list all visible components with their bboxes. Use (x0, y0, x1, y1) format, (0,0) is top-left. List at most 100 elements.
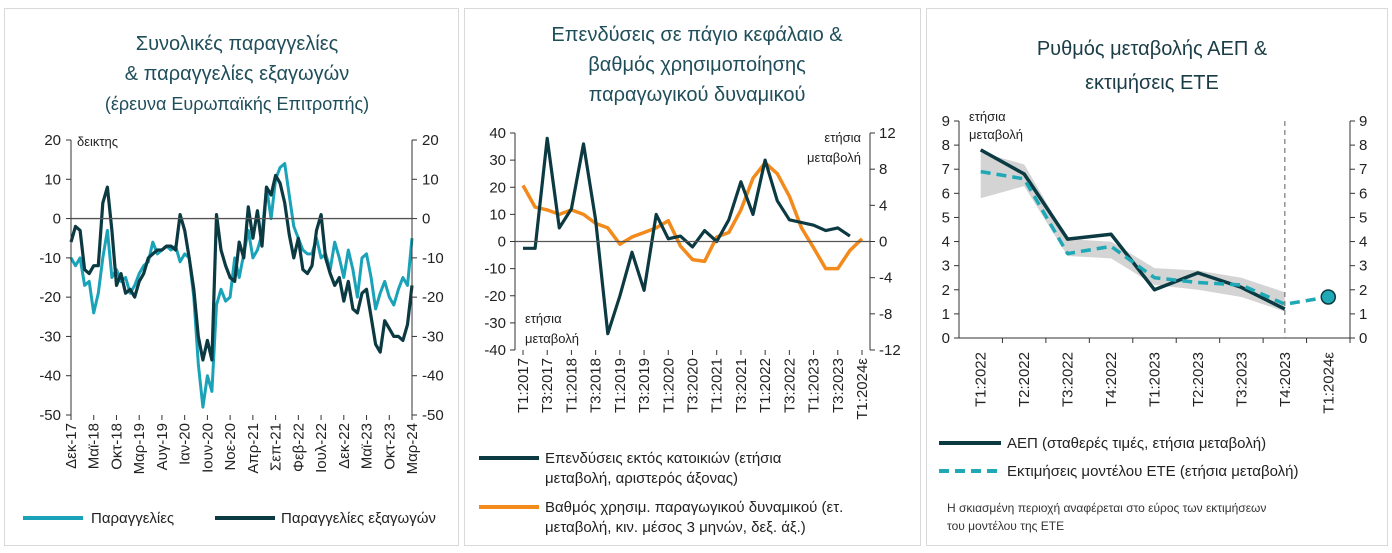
x-tick-label: Τ3:2020 (685, 358, 702, 413)
x-tick-label: Μαρ-19 (131, 423, 148, 474)
chart-title-line-3: (έρευνα Ευρωπαϊκής Επιτροπής) (105, 94, 369, 114)
legend-label-investment-line-2: μεταβολή, αριστερός άξονας) (545, 470, 738, 487)
left-tick-label: -40 (39, 368, 61, 385)
left-tick-label: 10 (44, 171, 61, 188)
x-tick-label: Φεβ-22 (290, 423, 307, 472)
footnote-line-1: Η σκιασμένη περιοχή αναφέρεται στο εύρος… (947, 501, 1266, 515)
footnote-line-2: του μοντέλου της ΕΤΕ (947, 519, 1064, 533)
left-tick-label: 7 (942, 161, 950, 178)
right-tick-label: 4 (879, 197, 887, 214)
x-tick-label: Τ1:2024ε (854, 358, 871, 420)
right-tick-label: -20 (422, 289, 444, 306)
x-tick-label: Δεκ-17 (63, 423, 80, 469)
x-tick-label: Τ1:2021 (709, 358, 726, 413)
x-tick-label: Μαρ-24 (404, 423, 421, 474)
gdp-chart: Ρυθμός μεταβολής ΑΕΠ & εκτιμήσεις ΕΤΕ ετ… (939, 38, 1367, 533)
x-tick-label: Ιουλ-22 (313, 423, 330, 473)
left-tick-label: 10 (489, 206, 506, 223)
left-tick-label: 0 (498, 234, 506, 251)
right-tick-label: -12 (879, 342, 901, 359)
x-tick-label: Τ3:2022 (1060, 352, 1077, 407)
right-tick-label: -4 (879, 270, 892, 287)
investment-panel: Επενδύσεις σε πάγιο κεφάλαιο & βαθμός χρ… (464, 8, 921, 546)
x-tick-label: Τ2:2022 (1016, 352, 1033, 407)
left-tick-label: -20 (484, 288, 506, 305)
left-axis-label-line-2: μεταβολή (969, 127, 1023, 142)
chart-title-line-2: βαθμός χρησιμοποίησης (588, 54, 806, 76)
x-tick-label: Τ1:2017 (515, 358, 532, 413)
x-tick-label: Μαϊ-18 (86, 423, 103, 469)
x-tick-label: Τ4:2023 (1277, 352, 1294, 407)
left-tick-label: 3 (942, 258, 950, 275)
left-tick-label: 4 (942, 234, 950, 251)
left-tick-label: 1 (942, 306, 950, 323)
x-tick-label: Απρ-21 (245, 423, 262, 474)
x-tick-label: Τ3:2018 (588, 358, 605, 413)
right-tick-label: 20 (422, 132, 439, 149)
right-tick-label: 4 (1359, 234, 1367, 251)
left-tick-label: -20 (39, 289, 61, 306)
left-tick-label: 0 (53, 211, 61, 228)
left-axis-label: δεικτης (77, 134, 118, 149)
x-tick-label: Τ1:2022 (757, 358, 774, 413)
x-tick-label: Τ1:2020 (660, 358, 677, 413)
right-tick-label: 8 (879, 161, 887, 178)
x-tick-label: Τ1:2023 (1147, 352, 1164, 407)
chart-title-line-1: Συνολικές παραγγελίες (136, 33, 339, 55)
x-tick-label: Οκτ-18 (108, 423, 125, 470)
investment-chart: Επενδύσεις σε πάγιο κεφάλαιο & βαθμός χρ… (479, 24, 901, 536)
x-tick-label: Τ3:2019 (636, 358, 653, 413)
left-tick-label: 2 (942, 282, 950, 299)
investment-line (523, 136, 851, 336)
left-tick-label: 6 (942, 185, 950, 202)
orders-panel: Συνολικές παραγγελίες & παραγγελίες εξαγ… (4, 8, 459, 546)
left-axis-label-line-2: μεταβολή (525, 331, 579, 346)
chart-title-line-2: & παραγγελίες εξαγωγών (125, 63, 350, 85)
legend-label-orders: Παραγγελίες (91, 510, 174, 527)
right-tick-label: -10 (422, 250, 444, 267)
x-tick-label: Σεπ-21 (268, 423, 285, 471)
legend-label-gdp: ΑΕΠ (σταθερές τιμές, ετήσια μεταβολή) (1007, 435, 1266, 452)
legend-label-investment-line-1: Επενδύσεις εκτός κατοικιών (ετήσια (545, 450, 782, 467)
chart-title-line-2: εκτιμήσεις ΕΤΕ (1085, 72, 1219, 94)
right-tick-label: 0 (1359, 330, 1367, 347)
capacity-utilisation-line (521, 161, 864, 271)
x-tick-label: Αυγ-19 (154, 423, 171, 470)
export-orders-line (69, 173, 414, 362)
left-tick-label: 5 (942, 209, 950, 226)
right-tick-label: 3 (1359, 258, 1367, 275)
x-tick-label: Δεκ-22 (336, 423, 353, 469)
x-tick-label: Τ4:2022 (1103, 352, 1120, 407)
left-tick-label: -10 (39, 250, 61, 267)
left-tick-label: 8 (942, 137, 950, 154)
left-tick-label: 0 (942, 330, 950, 347)
right-tick-label: 8 (1359, 137, 1367, 154)
legend-label-model: Εκτιμήσεις μοντέλου ΕΤΕ (ετήσια μεταβολή… (1007, 463, 1298, 480)
right-tick-label: 0 (422, 211, 430, 228)
x-tick-label: Τ3:2023 (1233, 352, 1250, 407)
x-tick-label: Νοε-20 (222, 423, 239, 471)
left-tick-label: 20 (489, 179, 506, 196)
x-tick-label: Τ1:2019 (612, 358, 629, 413)
right-tick-label: 9 (1359, 113, 1367, 130)
x-tick-label: Τ2:2023 (1190, 352, 1207, 407)
x-tick-label: Οκτ-23 (381, 423, 398, 470)
x-tick-label: Τ1:2023 (806, 358, 823, 413)
right-tick-label: 2 (1359, 282, 1367, 299)
right-tick-label: 10 (422, 171, 439, 188)
left-tick-label: -30 (39, 328, 61, 345)
right-tick-label: -8 (879, 306, 892, 323)
left-tick-label: 20 (44, 132, 61, 149)
x-tick-label: Τ1:2024ε (1320, 352, 1337, 414)
model-estimate-point (1320, 289, 1337, 305)
left-tick-label: -50 (39, 407, 61, 424)
right-tick-label: 0 (879, 234, 887, 251)
left-tick-label: 30 (489, 152, 506, 169)
x-tick-label: Ιουν-20 (199, 423, 216, 473)
left-tick-label: -30 (484, 315, 506, 332)
legend-label-capacity-line-2: μεταβολή, κιν. μέσος 3 μηνών, δεξ. άξ.) (545, 519, 806, 536)
left-tick-label: 40 (489, 125, 506, 142)
x-tick-label: Τ1:2018 (563, 358, 580, 413)
left-tick-label: -10 (484, 261, 506, 278)
